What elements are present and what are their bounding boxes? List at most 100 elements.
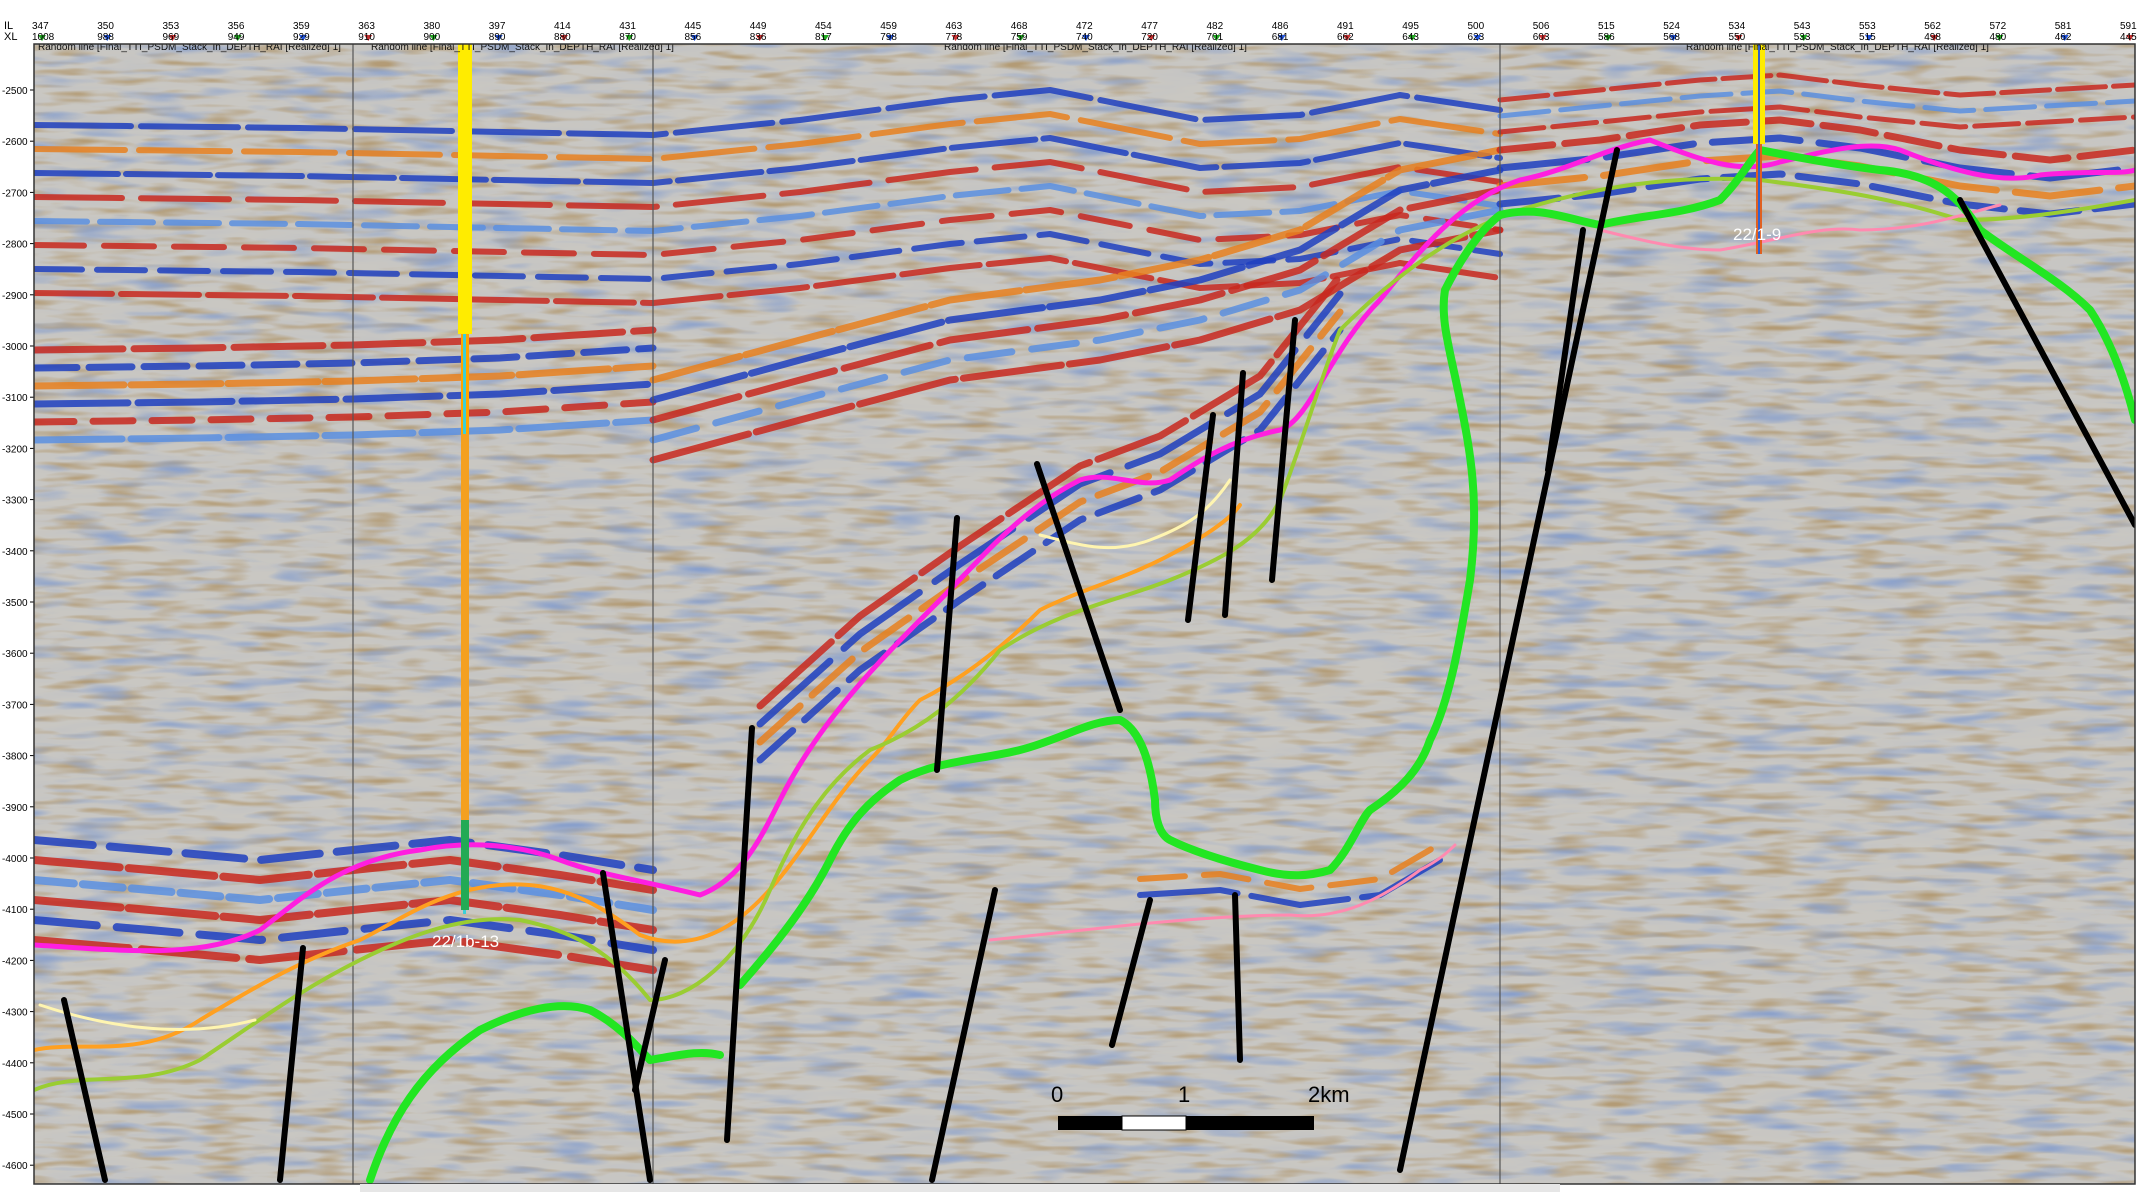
xl-value: 870	[619, 32, 636, 43]
xl-value: 900	[424, 32, 441, 43]
depth-tick-label: -3700	[2, 700, 28, 711]
depth-tick-label: -4100	[2, 905, 28, 916]
il-value: 445	[685, 21, 702, 32]
il-value: 431	[619, 21, 636, 32]
il-value: 491	[1337, 21, 1354, 32]
il-value: 477	[1141, 21, 1158, 32]
scale-bar-segment	[1186, 1116, 1314, 1130]
xl-value: 969	[163, 32, 180, 43]
header-background	[0, 0, 2146, 44]
depth-tick-label: -2800	[2, 240, 28, 251]
il-value: 353	[163, 21, 180, 32]
xl-value: 498	[1924, 32, 1941, 43]
il-value: 359	[293, 21, 310, 32]
xl-value: 480	[1990, 32, 2007, 43]
il-value: 459	[880, 21, 897, 32]
depth-tick-label: -3500	[2, 598, 28, 609]
il-value: 495	[1402, 21, 1419, 32]
il-value: 449	[750, 21, 767, 32]
il-value: 534	[1729, 21, 1746, 32]
xl-value: 603	[1533, 32, 1550, 43]
scale-label-0: 0	[1051, 1082, 1063, 1107]
xl-value: 681	[1272, 32, 1289, 43]
xl-value: 759	[1011, 32, 1028, 43]
depth-tick-label: -4400	[2, 1059, 28, 1070]
il-value: 581	[2055, 21, 2072, 32]
xl-value: 890	[489, 32, 506, 43]
xl-value: 533	[1794, 32, 1811, 43]
xl-value: 550	[1729, 32, 1746, 43]
depth-tick-label: -4300	[2, 1008, 28, 1019]
xl-value: 910	[358, 32, 375, 43]
scale-label-2km: 2km	[1308, 1082, 1350, 1107]
il-value: 347	[32, 21, 49, 32]
depth-tick-label: -4600	[2, 1161, 28, 1172]
il-value: 524	[1663, 21, 1680, 32]
scale-bar-segment	[1058, 1116, 1122, 1130]
xl-value: 817	[815, 32, 832, 43]
depth-tick-label: -2600	[2, 137, 28, 148]
xl-value: 856	[685, 32, 702, 43]
xl-value: 836	[750, 32, 767, 43]
il-value: 472	[1076, 21, 1093, 32]
il-value: 468	[1011, 21, 1028, 32]
il-value: 515	[1598, 21, 1615, 32]
xl-value: 445	[2120, 32, 2137, 43]
depth-tick-label: -3100	[2, 393, 28, 404]
depth-tick-label: -2700	[2, 188, 28, 199]
xl-value: 740	[1076, 32, 1093, 43]
depth-tick-label: -2500	[2, 86, 28, 97]
depth-tick-label: -3800	[2, 752, 28, 763]
xl-row-label: XL	[4, 31, 17, 43]
xl-value: 586	[1598, 32, 1615, 43]
il-value: 591	[2120, 21, 2137, 32]
depth-tick-label: -3900	[2, 803, 28, 814]
il-value: 486	[1272, 21, 1289, 32]
il-value: 454	[815, 21, 832, 32]
il-value: 380	[424, 21, 441, 32]
well-label: 22/1b-13	[432, 932, 499, 951]
depth-tick-label: -4500	[2, 1110, 28, 1121]
depth-tick-label: -4000	[2, 854, 28, 865]
il-value: 500	[1468, 21, 1485, 32]
il-value: 482	[1207, 21, 1224, 32]
il-value: 356	[228, 21, 245, 32]
xl-value: 643	[1402, 32, 1419, 43]
il-value: 562	[1924, 21, 1941, 32]
xl-value: 515	[1859, 32, 1876, 43]
xl-value: 929	[293, 32, 310, 43]
xl-value: 720	[1141, 32, 1158, 43]
depth-tick-label: -4200	[2, 956, 28, 967]
xl-value: 949	[228, 32, 245, 43]
xl-value: 623	[1468, 32, 1485, 43]
il-value: 553	[1859, 21, 1876, 32]
xl-value: 462	[2055, 32, 2072, 43]
depth-tick-label: -3200	[2, 444, 28, 455]
depth-tick-label: -2900	[2, 291, 28, 302]
well-path	[1758, 44, 1760, 254]
il-value: 506	[1533, 21, 1550, 32]
depth-tick-label: -3400	[2, 547, 28, 558]
depth-tick-label: -3600	[2, 649, 28, 660]
xl-value: 988	[97, 32, 114, 43]
xl-value: 568	[1663, 32, 1680, 43]
xl-value: 701	[1207, 32, 1224, 43]
scale-label-1: 1	[1178, 1082, 1190, 1107]
depth-tick-label: -3000	[2, 342, 28, 353]
il-value: 363	[358, 21, 375, 32]
il-value: 397	[489, 21, 506, 32]
scale-bar-segment	[1122, 1116, 1186, 1130]
xl-value: 798	[880, 32, 897, 43]
horizontal-scrollbar-thumb[interactable]	[360, 1184, 1560, 1192]
well-label: 22/1-9	[1733, 225, 1781, 244]
il-value: 572	[1990, 21, 2007, 32]
depth-axis-background	[0, 44, 34, 1193]
il-value: 543	[1794, 21, 1811, 32]
seismic-plot: 22/1b-13 22/1-9 Random line [Final_TTI_P…	[34, 42, 2135, 1184]
xl-value: 662	[1337, 32, 1354, 43]
il-value: 350	[97, 21, 114, 32]
well-log-track	[458, 44, 472, 334]
xl-value: 880	[554, 32, 571, 43]
depth-tick-label: -3300	[2, 496, 28, 507]
